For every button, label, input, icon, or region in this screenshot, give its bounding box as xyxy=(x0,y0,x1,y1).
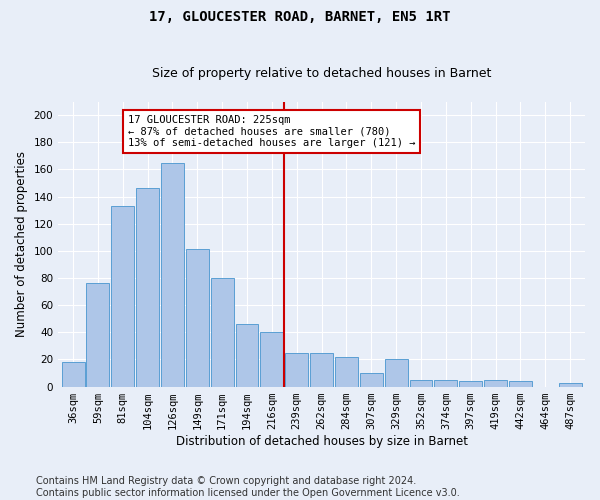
Bar xyxy=(360,373,383,386)
Bar xyxy=(559,382,581,386)
Bar xyxy=(484,380,507,386)
Bar xyxy=(112,206,134,386)
Text: 17 GLOUCESTER ROAD: 225sqm
← 87% of detached houses are smaller (780)
13% of sem: 17 GLOUCESTER ROAD: 225sqm ← 87% of deta… xyxy=(128,115,415,148)
Bar xyxy=(335,356,358,386)
X-axis label: Distribution of detached houses by size in Barnet: Distribution of detached houses by size … xyxy=(176,434,467,448)
Text: Contains HM Land Registry data © Crown copyright and database right 2024.
Contai: Contains HM Land Registry data © Crown c… xyxy=(36,476,460,498)
Bar xyxy=(62,362,85,386)
Bar xyxy=(136,188,159,386)
Bar xyxy=(161,162,184,386)
Bar xyxy=(236,324,259,386)
Bar xyxy=(286,352,308,386)
Bar xyxy=(459,381,482,386)
Text: 17, GLOUCESTER ROAD, BARNET, EN5 1RT: 17, GLOUCESTER ROAD, BARNET, EN5 1RT xyxy=(149,10,451,24)
Bar xyxy=(310,352,333,386)
Bar xyxy=(86,284,109,387)
Title: Size of property relative to detached houses in Barnet: Size of property relative to detached ho… xyxy=(152,66,491,80)
Bar xyxy=(186,250,209,386)
Bar xyxy=(211,278,233,386)
Bar xyxy=(509,381,532,386)
Y-axis label: Number of detached properties: Number of detached properties xyxy=(15,151,28,337)
Bar xyxy=(260,332,283,386)
Bar xyxy=(385,360,407,386)
Bar xyxy=(410,380,433,386)
Bar xyxy=(434,380,457,386)
